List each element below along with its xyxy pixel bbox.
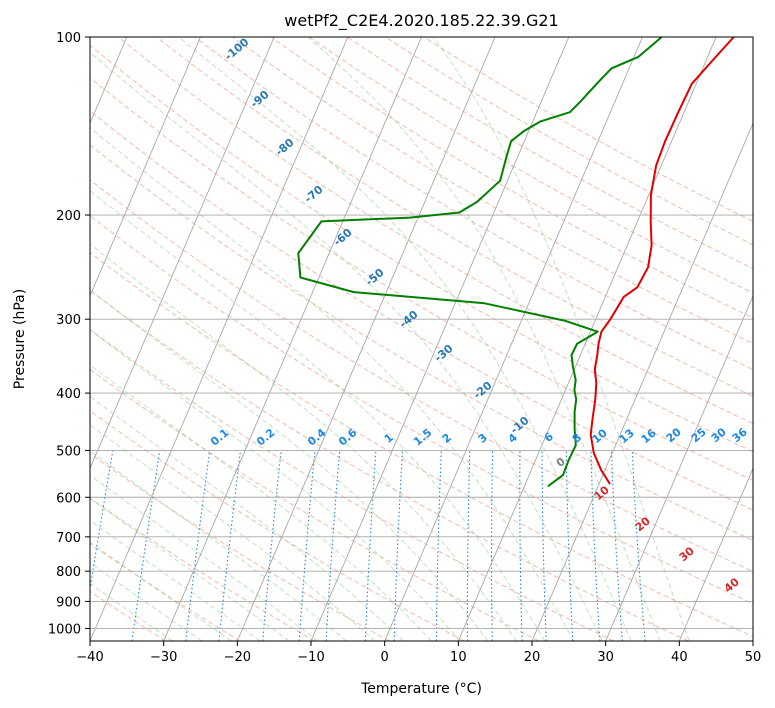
isotherm-line: [163, 37, 422, 641]
y-tick-label: 200: [56, 209, 81, 224]
y-tick-label: 300: [56, 313, 81, 328]
isotherm-line: [678, 467, 753, 641]
y-tick-label: 100: [56, 31, 81, 46]
moist-adiabat: [90, 364, 432, 641]
dry-adiabat: [90, 453, 390, 641]
moist-adiabat: [90, 289, 489, 641]
dry-adiabat: [194, 37, 753, 371]
moist-adiabat: [90, 519, 261, 641]
profile-lines: [297, 37, 735, 488]
isotherm-line: [90, 37, 349, 641]
isotherm-line: [457, 37, 717, 641]
isotherm-line: [531, 122, 753, 641]
y-tick-label: 1000: [48, 622, 81, 637]
moist-adiabat: [90, 190, 546, 641]
y-tick-label: 700: [56, 531, 81, 546]
y-axis-title: Pressure (hPa): [12, 289, 28, 389]
moist-adiabat: [90, 243, 517, 641]
isotherm-line: [90, 37, 201, 298]
y-tick-label: 400: [56, 387, 81, 402]
profile-line-2: [297, 37, 663, 488]
dry-adiabat: [90, 110, 753, 511]
profile-line-1: [589, 37, 735, 485]
dry-adiabat: [90, 215, 753, 605]
y-tick-label: 900: [56, 595, 81, 610]
moist-adiabat: [90, 51, 603, 641]
mixing-ratio-line: [218, 450, 242, 641]
background-guide-lines: [90, 37, 753, 641]
dry-adiabat: [90, 44, 753, 453]
moist-adiabat: [178, 37, 632, 641]
dry-adiabat: [90, 144, 753, 541]
y-axis: 100 200 300 400 500 600 700 800 900 1000: [48, 31, 90, 637]
moist-adiabat: [90, 424, 376, 641]
mixing-ratio-line: [90, 450, 114, 593]
x-tick-label: 0: [381, 650, 389, 665]
mixing-ratio-line: [262, 450, 282, 641]
moist-adiabat: [432, 37, 690, 641]
x-tick-label: −40: [76, 650, 103, 665]
dry-adiabat: [118, 37, 753, 425]
grid-lines: [90, 37, 753, 641]
dry-adiabat: [347, 37, 753, 270]
moist-adiabat: [90, 541, 232, 641]
plot-frame: [89, 36, 754, 642]
isotherm-line: [384, 37, 643, 641]
moist-adiabat: [90, 127, 575, 641]
dry-adiabat: [385, 37, 753, 246]
x-tick-label: 10: [450, 650, 467, 665]
x-axis: −40 −30 −20 −10 0 10 20 30 40 50: [76, 641, 761, 665]
isotherm-line: [236, 37, 496, 641]
y-tick-label: 600: [56, 491, 81, 506]
mixing-ratio-line: [185, 450, 211, 641]
dry-adiabat: [90, 497, 315, 641]
moist-adiabat: [90, 562, 203, 641]
x-tick-label: 40: [671, 650, 688, 665]
y-tick-label: 800: [56, 565, 81, 580]
x-tick-label: −30: [150, 650, 177, 665]
x-tick-label: 30: [597, 650, 614, 665]
x-tick-label: −10: [297, 650, 324, 665]
x-tick-label: 50: [745, 650, 762, 665]
dry-adiabat: [232, 37, 753, 345]
x-axis-title: Temperature (°C): [360, 681, 482, 697]
x-tick-label: 20: [524, 650, 541, 665]
dry-adiabat: [90, 251, 753, 638]
isotherm-line: [310, 37, 570, 641]
isotherm-line: [605, 294, 753, 641]
moist-adiabat: [90, 450, 347, 641]
moist-adiabat: [90, 582, 173, 641]
dry-adiabat: [90, 289, 689, 641]
x-tick-label: −20: [224, 650, 251, 665]
y-tick-label: 500: [56, 444, 81, 459]
isotherm-line: [90, 37, 275, 470]
dry-adiabat: [90, 179, 753, 573]
moist-adiabat: [90, 329, 461, 641]
chart-title: wetPf2_C2E4.2020.185.22.39.G21: [284, 11, 558, 31]
